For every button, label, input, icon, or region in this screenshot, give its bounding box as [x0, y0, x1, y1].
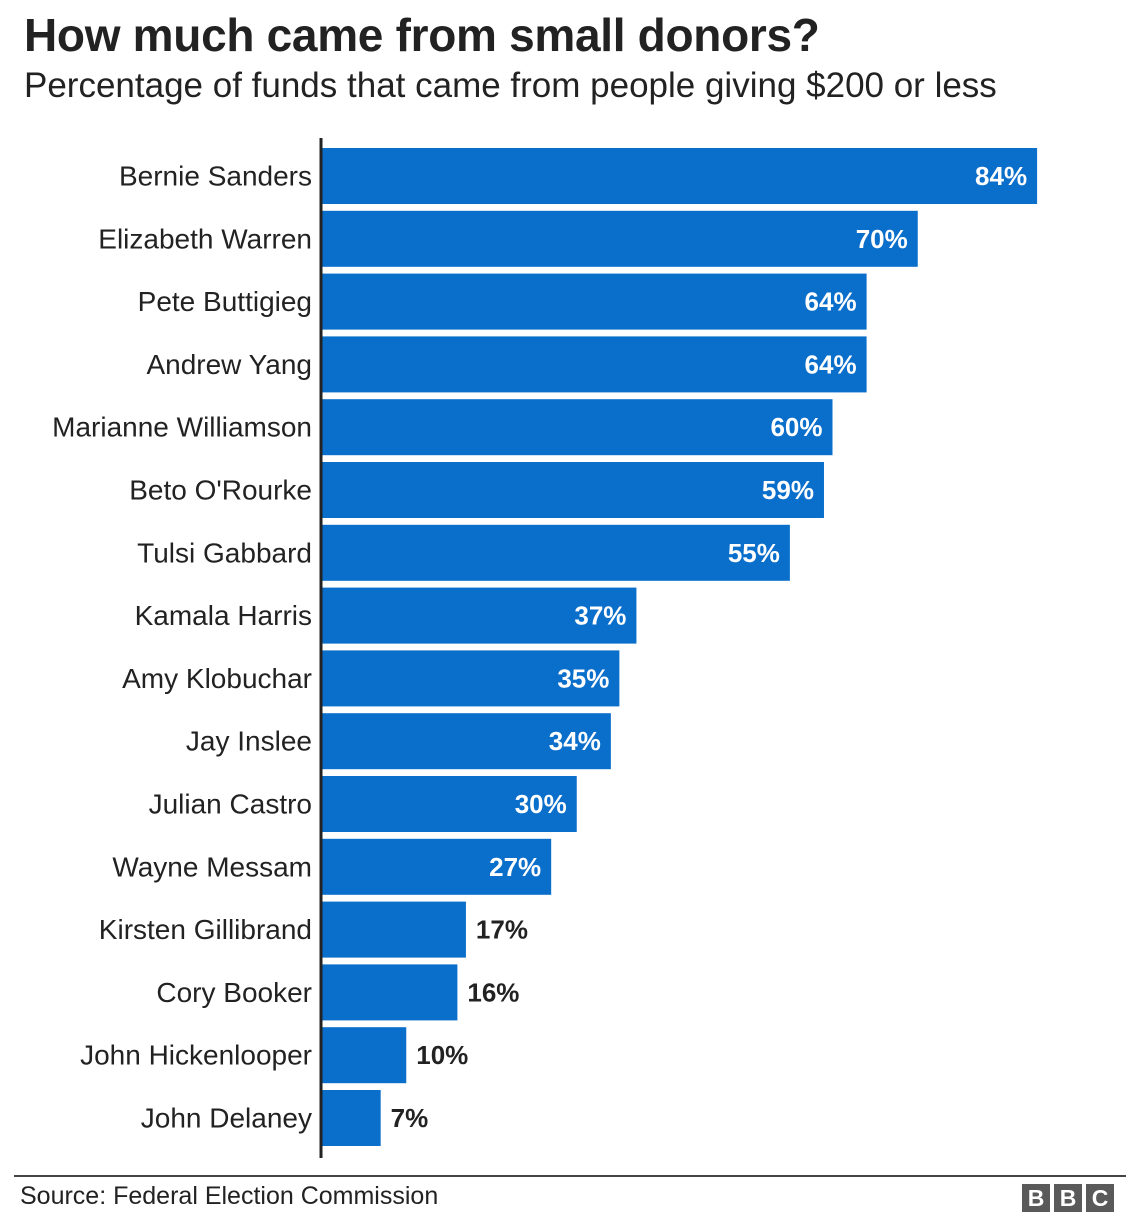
data-label: 17%	[476, 915, 528, 945]
chart-subtitle: Percentage of funds that came from peopl…	[24, 66, 997, 105]
data-label: 37%	[574, 601, 626, 631]
category-label: Julian Castro	[149, 789, 312, 820]
bar	[321, 838, 552, 895]
chart-title: How much came from small donors?	[24, 9, 820, 61]
bar	[321, 399, 833, 456]
bar	[321, 1090, 381, 1146]
bar	[321, 524, 790, 581]
category-label: Andrew Yang	[146, 349, 312, 380]
bbc-logo: B B C	[1022, 1184, 1114, 1212]
data-label: 59%	[762, 475, 814, 505]
bar	[321, 713, 611, 770]
data-label: 60%	[770, 412, 822, 442]
category-label: Kamala Harris	[135, 600, 312, 631]
category-label: Cory Booker	[156, 977, 312, 1008]
source-note: Source: Federal Election Commission	[20, 1182, 439, 1210]
category-label: Bernie Sanders	[119, 161, 312, 192]
data-label: 34%	[549, 726, 601, 756]
category-label: Marianne Williamson	[52, 412, 312, 443]
data-label: 84%	[975, 161, 1027, 191]
bbc-logo-letter: B	[1022, 1184, 1050, 1212]
data-label: 27%	[489, 852, 541, 882]
data-label: 55%	[728, 538, 780, 568]
data-label: 70%	[856, 224, 908, 254]
bar	[321, 273, 867, 330]
bar	[321, 776, 577, 832]
bbc-logo-letter: B	[1054, 1184, 1082, 1212]
category-label: John Delaney	[141, 1103, 312, 1134]
bar	[321, 901, 466, 958]
category-label: John Hickenlooper	[80, 1040, 312, 1071]
data-label: 64%	[805, 287, 857, 317]
bbc-logo-letter: C	[1086, 1184, 1114, 1212]
footer-divider	[14, 1175, 1126, 1177]
bar	[321, 336, 867, 393]
bar	[321, 210, 918, 267]
category-label: Wayne Messam	[112, 851, 312, 882]
data-label: 10%	[416, 1040, 468, 1070]
category-label: Pete Buttigieg	[138, 286, 312, 317]
bar	[321, 650, 620, 707]
data-label: 30%	[515, 789, 567, 819]
category-label: Amy Klobuchar	[122, 663, 312, 694]
data-label: 16%	[467, 977, 519, 1007]
bar	[321, 587, 637, 644]
bar	[321, 1027, 407, 1084]
data-label: 7%	[391, 1103, 429, 1133]
category-label: Kirsten Gillibrand	[99, 914, 312, 945]
bar	[321, 964, 458, 1021]
data-label: 35%	[557, 663, 609, 693]
category-label: Beto O'Rourke	[129, 475, 312, 506]
data-label: 64%	[805, 349, 857, 379]
bar	[321, 148, 1038, 204]
bar	[321, 462, 824, 518]
category-label: Tulsi Gabbard	[137, 537, 312, 568]
category-label: Elizabeth Warren	[98, 223, 312, 254]
category-label: Jay Inslee	[186, 726, 312, 757]
